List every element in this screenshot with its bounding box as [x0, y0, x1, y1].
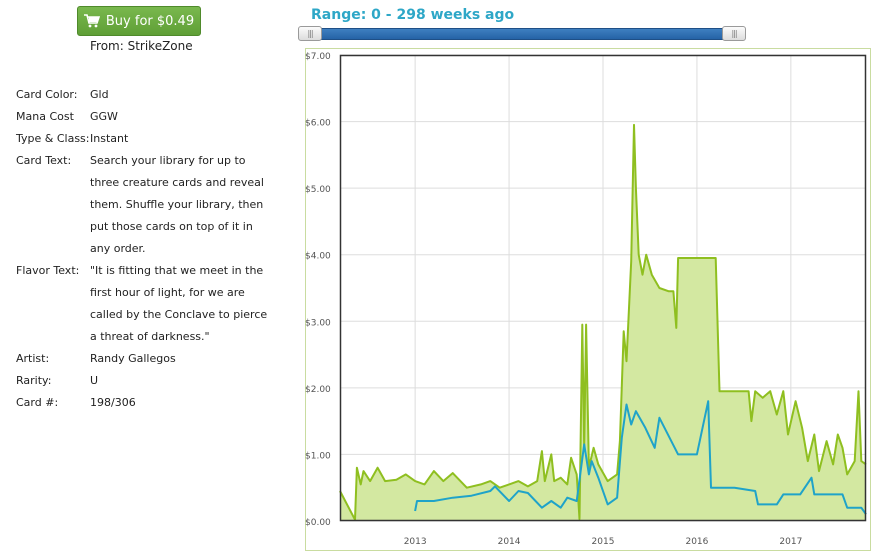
range-slider-handle-start[interactable]: |||	[298, 26, 322, 41]
attribute-row: Type & Class: Instant	[16, 128, 286, 150]
attribute-value: GGW	[90, 110, 118, 123]
attribute-row: Card Text: Search your library for up to …	[16, 150, 286, 260]
attribute-value: Gld	[90, 88, 109, 101]
low-price-line	[414, 400, 867, 515]
attribute-value: "It is fitting that we meet in the first…	[90, 264, 268, 343]
price-source: From: StrikeZone	[90, 39, 193, 53]
y-tick-label: $4.00	[305, 252, 331, 262]
attribute-label: Mana Cost	[16, 110, 74, 123]
attribute-row: Rarity: U	[16, 370, 286, 392]
range-slider-handle-end[interactable]: |||	[722, 26, 746, 41]
attribute-row: Mana Cost GGW	[16, 106, 286, 128]
shopping-cart-icon	[83, 14, 100, 28]
attribute-label: Card Text:	[16, 154, 72, 167]
attribute-label: Card Color:	[16, 88, 78, 101]
y-tick-label: $2.00	[305, 385, 331, 395]
attribute-value: 198/306	[90, 396, 136, 409]
attribute-label: Type & Class:	[16, 132, 90, 145]
market-price-area	[340, 124, 866, 522]
x-tick-label: 2014	[498, 537, 521, 547]
grip-icon: |||	[731, 29, 737, 38]
attribute-label: Flavor Text:	[16, 264, 80, 277]
y-tick-label: $0.00	[305, 518, 331, 528]
x-tick-label: 2016	[685, 537, 708, 547]
x-tick-label: 2017	[779, 537, 802, 547]
range-label: Range: 0 - 298 weeks ago	[311, 7, 515, 23]
grip-icon: |||	[307, 29, 313, 38]
attribute-row: Card Color: Gld	[16, 84, 286, 106]
y-tick-label: $7.00	[305, 52, 331, 62]
y-tick-label: $6.00	[305, 119, 331, 129]
attribute-value: Randy Gallegos	[90, 352, 176, 365]
attribute-row: Flavor Text: "It is fitting that we meet …	[16, 260, 286, 348]
y-tick-label: $1.00	[305, 451, 331, 461]
market-price-line	[339, 123, 867, 521]
attribute-row: Artist: Randy Gallegos	[16, 348, 286, 370]
attribute-value: Instant	[90, 132, 129, 145]
card-attributes: Card Color: Gld Mana Cost GGW Type & Class: I…	[16, 84, 286, 414]
attribute-value: Search your library for up to three crea…	[90, 154, 264, 255]
buy-button-label: Buy for $0.49	[105, 13, 195, 29]
attribute-label: Card #:	[16, 396, 59, 409]
attribute-label: Rarity:	[16, 374, 52, 387]
buy-button[interactable]: Buy for $0.49	[77, 6, 201, 36]
attribute-row: Card #: 198/306	[16, 392, 286, 414]
attribute-value: U	[90, 374, 99, 387]
x-tick-label: 2013	[404, 537, 427, 547]
x-tick-label: 2015	[592, 537, 615, 547]
y-tick-label: $3.00	[305, 318, 331, 328]
y-tick-label: $5.00	[305, 185, 331, 195]
plot-border	[339, 54, 867, 522]
attribute-label: Artist:	[16, 352, 50, 365]
